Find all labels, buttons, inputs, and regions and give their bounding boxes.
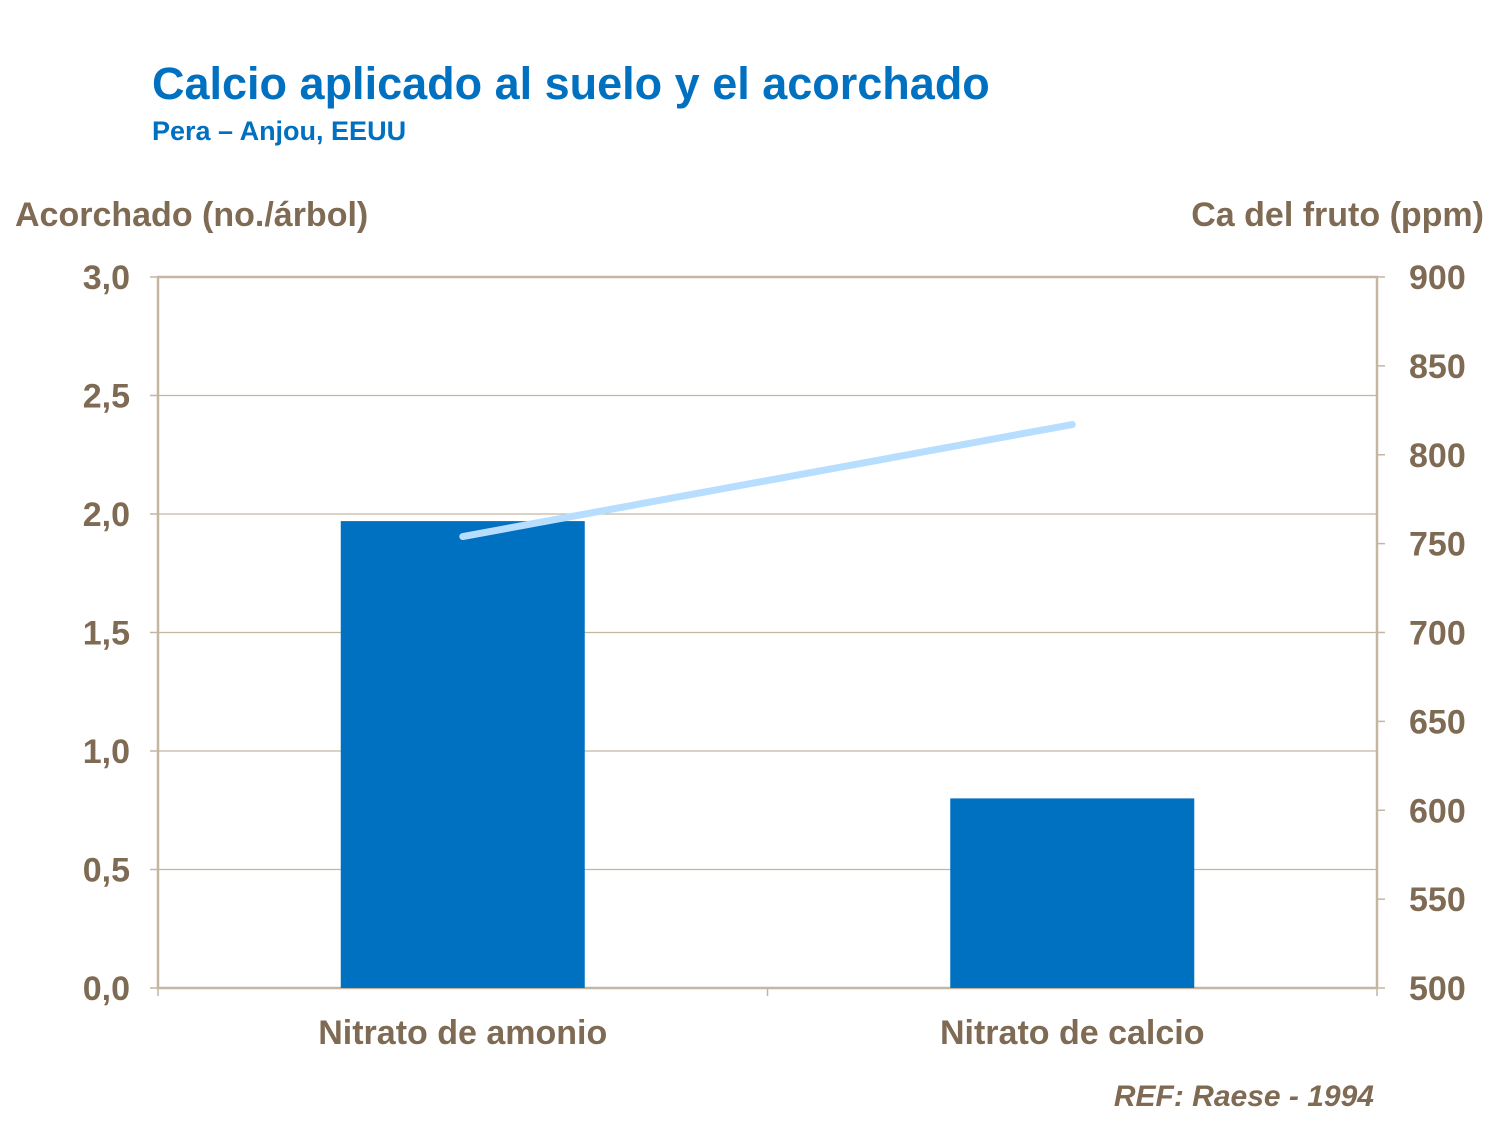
line-series <box>459 421 1076 541</box>
category-label: Nitrato de amonio <box>318 1014 607 1052</box>
bar <box>340 521 585 988</box>
right-tick-label: 750 <box>1409 526 1466 564</box>
category-label: Nitrato de calcio <box>940 1014 1205 1052</box>
left-tick-label: 0,0 <box>83 970 130 1008</box>
left-tick-label: 1,0 <box>83 733 130 771</box>
right-tick-label: 650 <box>1409 703 1466 741</box>
right-tick-label: 800 <box>1409 437 1466 475</box>
right-tick-label: 600 <box>1409 792 1466 830</box>
left-tick-label: 1,5 <box>83 615 130 653</box>
left-tick-label: 2,5 <box>83 378 130 416</box>
right-tick-label: 850 <box>1409 348 1466 386</box>
right-tick-label: 550 <box>1409 881 1466 919</box>
left-tick-label: 2,0 <box>83 496 130 534</box>
left-tick-label: 0,5 <box>83 852 130 890</box>
right-tick-label: 500 <box>1409 970 1466 1008</box>
chart-subtitle: Pera – Anjou, EEUU <box>152 116 407 146</box>
right-tick-label: 700 <box>1409 615 1466 653</box>
right-axis-label: Ca del fruto (ppm) <box>1191 196 1484 234</box>
left-axis-label: Acorchado (no./árbol) <box>15 196 369 234</box>
bar <box>950 798 1195 988</box>
reference-note: REF: Raese - 1994 <box>1113 1080 1374 1113</box>
left-tick-label: 3,0 <box>83 259 130 297</box>
right-tick-label: 900 <box>1409 259 1466 297</box>
chart-title: Calcio aplicado al suelo y el acorchado <box>152 58 990 109</box>
